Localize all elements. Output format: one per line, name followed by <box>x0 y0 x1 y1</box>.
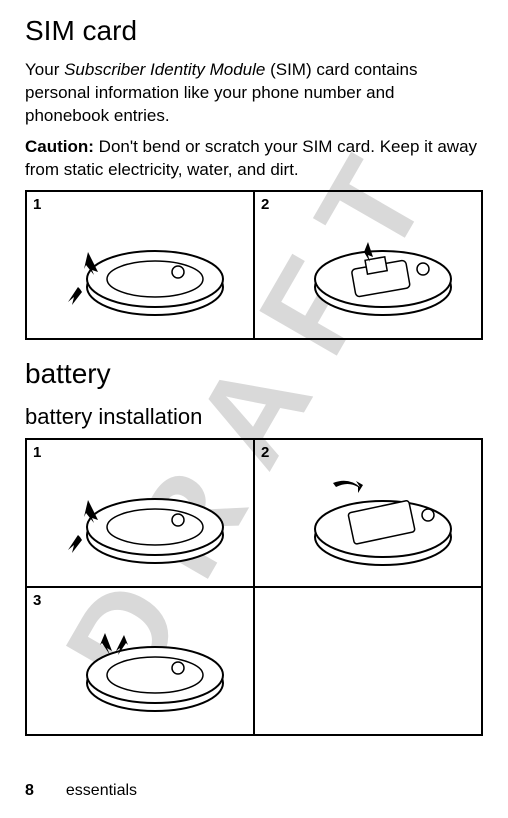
battery-heading: battery <box>25 358 483 390</box>
page-content: SIM card Your Subscriber Identity Module… <box>25 15 483 736</box>
battery-step-2-cell: 2 <box>254 439 482 587</box>
intro-pre: Your <box>25 60 64 79</box>
battery-installation-heading: battery installation <box>25 404 483 430</box>
sim-step-1-illustration <box>33 212 247 332</box>
sim-steps-grid: 1 2 <box>25 190 483 340</box>
sim-step-1-cell: 1 <box>26 191 254 339</box>
phone-remove-cover-icon <box>50 465 230 575</box>
intro-italic: Subscriber Identity Module <box>64 60 265 79</box>
battery-step-2-illustration <box>261 460 475 580</box>
battery-step-1-cell: 1 <box>26 439 254 587</box>
sim-card-heading: SIM card <box>25 15 483 47</box>
battery-step-3-num: 3 <box>33 592 41 609</box>
sim-step-2-num: 2 <box>261 196 269 213</box>
footer-section-label: essentials <box>66 782 137 799</box>
page-number: 8 <box>25 782 34 799</box>
sim-step-2-illustration <box>261 212 475 332</box>
phone-close-cover-icon <box>50 613 230 723</box>
battery-step-empty-cell <box>254 587 482 735</box>
sim-intro-paragraph: Your Subscriber Identity Module (SIM) ca… <box>25 59 483 128</box>
phone-open-cover-icon <box>50 217 230 327</box>
battery-step-3-illustration <box>33 608 247 728</box>
battery-step-2-num: 2 <box>261 444 269 461</box>
battery-step-1-illustration <box>33 460 247 580</box>
phone-insert-battery-icon <box>278 465 458 575</box>
page-footer: 8 essentials <box>25 782 137 800</box>
battery-steps-grid: 1 2 <box>25 438 483 736</box>
battery-step-1-num: 1 <box>33 444 41 461</box>
caution-label: Caution: <box>25 137 94 156</box>
phone-insert-sim-icon <box>278 217 458 327</box>
sim-caution-paragraph: Caution: Don't bend or scratch your SIM … <box>25 136 483 182</box>
sim-step-2-cell: 2 <box>254 191 482 339</box>
battery-step-3-cell: 3 <box>26 587 254 735</box>
sim-step-1-num: 1 <box>33 196 41 213</box>
